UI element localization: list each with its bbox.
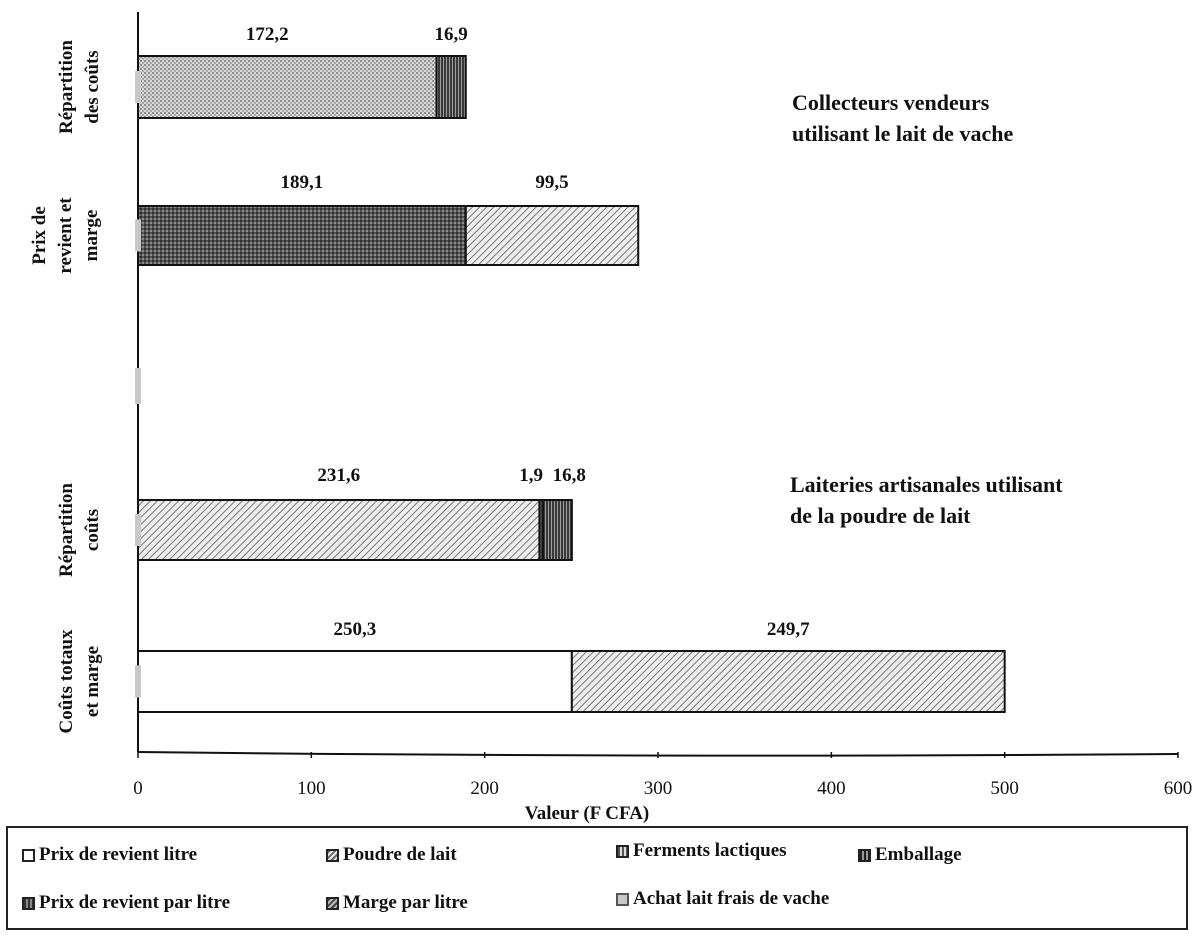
- bar-segment: [541, 499, 573, 561]
- x-tick-label: 200: [470, 778, 499, 799]
- group-annotation: utilisant le lait de vache: [792, 121, 1013, 146]
- legend: Prix de revient litre Poudre de lait Ferme…: [6, 826, 1188, 930]
- category-label-line: Coûts totaux: [56, 629, 77, 733]
- data-label: 16,8: [553, 465, 586, 486]
- axis-marker: [135, 368, 141, 404]
- x-axis-label: Valeur (F CFA): [525, 803, 650, 824]
- category-label: Répartition des coûts: [56, 40, 103, 134]
- group-annotation: Collecteurs vendeurs: [792, 90, 990, 115]
- legend-swatch-icon: [326, 896, 339, 910]
- legend-item: Emballage: [858, 844, 962, 866]
- axis-marker: [135, 514, 141, 546]
- legend-item: Poudre de lait: [326, 844, 457, 866]
- legend-item: Prix de revient par litre: [22, 892, 230, 914]
- bar-segment: [137, 499, 541, 561]
- category-label-line: Répartition: [56, 483, 77, 577]
- category-label: Répartition coûts: [56, 483, 103, 577]
- legend-item: Marge par litre: [326, 892, 468, 914]
- category-label-line: Répartition: [56, 40, 77, 134]
- x-tick-label: 500: [990, 778, 1019, 799]
- legend-swatch-icon: [22, 896, 35, 910]
- legend-label: Emballage: [875, 844, 962, 865]
- x-tick-label: 300: [644, 778, 673, 799]
- category-label: Coûts totaux et marge: [56, 629, 103, 733]
- bar-segment: [137, 650, 573, 713]
- axis-marker: [135, 665, 141, 698]
- data-label: 172,2: [246, 24, 289, 45]
- legend-label: Marge par litre: [343, 892, 468, 913]
- axis-marker: [135, 219, 141, 252]
- x-tick-label: 0: [133, 778, 143, 799]
- bars: [135, 55, 1006, 713]
- data-label: 1,9: [519, 465, 543, 486]
- axis-marker: [135, 71, 141, 103]
- bar-segment: [137, 55, 438, 119]
- x-tick-label: 100: [297, 778, 326, 799]
- legend-label: Prix de revient litre: [39, 844, 198, 865]
- category-label: Prix de revient et marge: [29, 197, 102, 274]
- category-label-line: revient et: [55, 197, 76, 274]
- legend-swatch-icon: [616, 844, 629, 858]
- legend-swatch-icon: [616, 892, 629, 906]
- legend-item: Achat lait frais de vache: [616, 888, 829, 910]
- data-labels: 172,2 16,9 189,1 99,5 231,6 1,9 16,8 250,3 249,7: [246, 24, 810, 640]
- group-annotation: de la poudre de lait: [790, 503, 971, 528]
- legend-label: Prix de revient par litre: [39, 892, 231, 913]
- bar-segment: [137, 205, 467, 266]
- annotations: Collecteurs vendeurs utilisant le lait de…: [790, 90, 1063, 528]
- legend-label: Poudre de lait: [343, 844, 457, 865]
- group-annotation: Laiteries artisanales utilisant: [790, 472, 1063, 497]
- legend-item: Ferments lactiques: [616, 840, 787, 862]
- category-label-line: et marge: [82, 646, 103, 717]
- category-label-line: marge: [81, 210, 102, 262]
- legend-item: Prix de revient litre: [22, 844, 197, 866]
- legend-label: Ferments lactiques: [633, 840, 787, 861]
- legend-swatch-icon: [326, 848, 339, 862]
- x-tick-label: 600: [1164, 778, 1193, 799]
- data-label: 16,9: [435, 24, 468, 45]
- category-label-line: coûts: [82, 509, 103, 551]
- data-label: 189,1: [281, 172, 324, 193]
- data-label: 250,3: [334, 619, 377, 640]
- legend-label: Achat lait frais de vache: [633, 888, 830, 909]
- data-label: 249,7: [767, 619, 810, 640]
- category-label-line: Prix de: [29, 206, 50, 265]
- legend-swatch-icon: [22, 848, 35, 862]
- data-label: 99,5: [535, 172, 568, 193]
- data-label: 231,6: [317, 465, 360, 486]
- legend-swatch-icon: [858, 848, 871, 862]
- category-label-line: des coûts: [82, 50, 103, 123]
- bar-segment: [570, 650, 1006, 713]
- bar-segment: [464, 205, 640, 266]
- stacked-bar-chart: 0 100 200 300 400 500 600 Valeur (F CFA) Réparti…: [29, 12, 1192, 824]
- x-tick-label: 400: [817, 778, 846, 799]
- bar-segment: [435, 55, 467, 119]
- axes: 0 100 200 300 400 500 600 Valeur (F CFA) Réparti…: [29, 12, 1192, 824]
